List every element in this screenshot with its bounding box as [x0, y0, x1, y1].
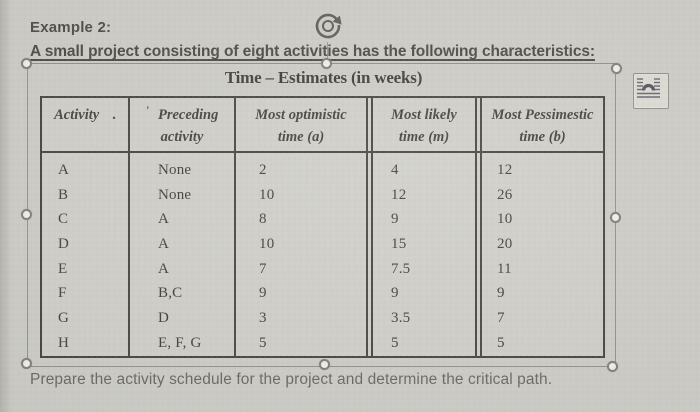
- cell-value: 9: [391, 285, 399, 302]
- rotate-handle-icon[interactable]: [309, 5, 347, 43]
- cell-value: B: [58, 186, 69, 203]
- layout-options-button[interactable]: [633, 73, 669, 109]
- text-wrap-icon: [637, 78, 660, 98]
- cell-value: 8: [259, 211, 267, 228]
- table-body: A B C D E F G H None None A A A B,C D E,…: [42, 153, 603, 356]
- column-pessimistic: 12 26 10 20 11 9 7 5: [480, 153, 603, 356]
- cell-value: C: [58, 211, 69, 228]
- cell-value: F: [58, 285, 67, 302]
- stray-apostrophe-mark: ': [145, 103, 149, 117]
- footer-text[interactable]: Prepare the activity schedule for the pr…: [30, 371, 553, 388]
- column-preceding: None None A A A B,C D E, F, G: [130, 153, 236, 356]
- cell-value: 11: [497, 260, 512, 277]
- cell-value: 7: [497, 310, 505, 327]
- col-header-activity: Activity.: [42, 98, 130, 151]
- rotate-handle-stem: [327, 42, 328, 63]
- cell-value: 9: [497, 285, 505, 302]
- cell-value: 9: [391, 211, 399, 228]
- col-header-likely: Most likely time (m): [371, 98, 477, 151]
- selection-handle-bottom-left[interactable]: [21, 358, 32, 369]
- cell-value: 2: [259, 162, 267, 178]
- cell-value: 15: [391, 236, 407, 253]
- cell-value: E, F, G: [158, 334, 202, 351]
- cell-value: A: [158, 211, 170, 228]
- cell-value: B,C: [158, 285, 183, 302]
- selection-handle-top-center[interactable]: [321, 58, 332, 69]
- cell-value: 26: [497, 186, 513, 203]
- column-activity: A B C D E F G H: [42, 153, 130, 356]
- stray-dot-mark: .: [112, 107, 116, 123]
- intro-text[interactable]: A small project consisting of eight acti…: [30, 43, 595, 60]
- selection-handle-bottom-right[interactable]: [607, 361, 618, 372]
- cell-value: 7: [259, 260, 267, 277]
- cell-value: 12: [497, 162, 513, 178]
- col-header-pessimistic: Most Pessimestic time (b): [480, 98, 603, 151]
- cell-value: A: [158, 236, 170, 253]
- cell-value: A: [158, 260, 170, 277]
- col-header-optimistic: Most optimistic time (a): [236, 98, 368, 151]
- col-header-preceding: ' Preceding activity: [130, 98, 236, 151]
- column-optimistic: 2 10 8 10 7 9 3 5: [236, 153, 368, 356]
- time-estimates-table[interactable]: Activity. ' Preceding activity Most optim…: [40, 96, 605, 358]
- cell-value: 4: [391, 162, 399, 178]
- cell-value: D: [58, 236, 70, 253]
- cell-value: H: [58, 334, 70, 351]
- cell-value: 3: [259, 310, 267, 327]
- example-heading[interactable]: Example 2:: [30, 19, 112, 36]
- cell-value: D: [158, 310, 170, 327]
- cell-value: None: [158, 186, 192, 203]
- figure-title: Time – Estimates (in weeks): [224, 68, 423, 87]
- cell-value: 5: [259, 334, 267, 351]
- selection-handle-mid-left[interactable]: [21, 209, 32, 220]
- selection-handle-top-right[interactable]: [611, 63, 622, 74]
- cell-value: 3.5: [391, 310, 411, 327]
- column-likely: 4 12 9 15 7.5 9 3.5 5: [371, 153, 477, 356]
- cell-value: 10: [497, 211, 513, 228]
- table-header-row: Activity. ' Preceding activity Most optim…: [42, 98, 603, 153]
- cell-value: 5: [497, 334, 505, 351]
- selection-handle-mid-right[interactable]: [610, 212, 621, 223]
- cell-value: G: [58, 310, 70, 327]
- cell-value: 20: [497, 236, 513, 253]
- selection-handle-bottom-center[interactable]: [319, 359, 330, 370]
- cell-value: 9: [259, 285, 267, 302]
- cell-value: None: [158, 162, 192, 178]
- selection-handle-top-left[interactable]: [21, 58, 32, 69]
- cell-value: 12: [391, 186, 407, 203]
- cell-value: 10: [259, 186, 275, 203]
- cell-value: 7.5: [391, 260, 411, 277]
- cell-value: 10: [259, 236, 275, 253]
- image-selection-border[interactable]: [27, 63, 616, 367]
- cell-value: E: [58, 260, 68, 277]
- cell-value: A: [58, 162, 70, 178]
- cell-value: 5: [391, 334, 399, 351]
